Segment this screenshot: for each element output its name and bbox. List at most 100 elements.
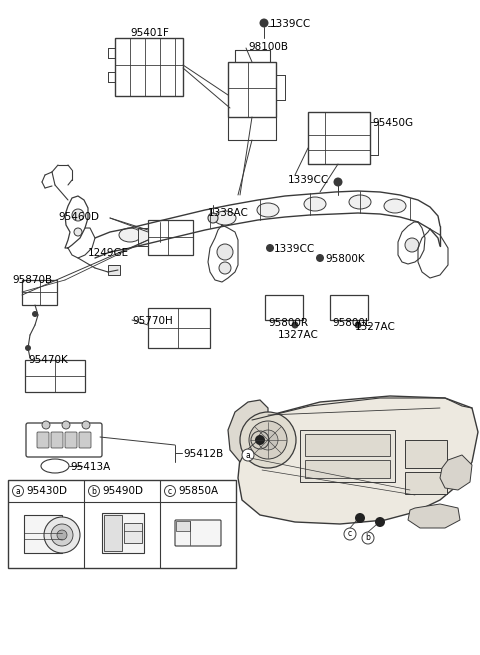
Bar: [305, 460, 390, 478]
Circle shape: [82, 421, 90, 429]
Ellipse shape: [384, 199, 406, 213]
Circle shape: [25, 345, 31, 351]
Circle shape: [72, 209, 84, 221]
Ellipse shape: [119, 228, 141, 242]
Circle shape: [62, 421, 70, 429]
Circle shape: [258, 430, 278, 450]
Ellipse shape: [41, 459, 69, 473]
Text: 95460D: 95460D: [58, 212, 99, 222]
Bar: [22, 280, 57, 305]
Text: 98100B: 98100B: [248, 42, 288, 52]
Text: 1249GE: 1249GE: [88, 248, 129, 258]
Text: 95401F: 95401F: [130, 28, 169, 38]
Bar: [148, 220, 193, 255]
FancyBboxPatch shape: [26, 423, 102, 457]
Circle shape: [12, 485, 24, 496]
Circle shape: [355, 513, 365, 523]
Bar: [228, 62, 276, 117]
Text: 95770H: 95770H: [132, 316, 173, 326]
Bar: [300, 430, 395, 482]
Bar: [405, 472, 447, 494]
Text: 95850A: 95850A: [178, 486, 218, 496]
Circle shape: [32, 311, 38, 317]
Polygon shape: [440, 455, 472, 490]
Circle shape: [42, 421, 50, 429]
Circle shape: [165, 485, 176, 496]
Text: 95430D: 95430D: [26, 486, 67, 496]
Text: 95490D: 95490D: [102, 486, 143, 496]
Polygon shape: [238, 396, 478, 524]
Circle shape: [74, 228, 82, 236]
Circle shape: [208, 213, 218, 223]
Ellipse shape: [214, 211, 236, 225]
FancyBboxPatch shape: [102, 513, 144, 553]
Polygon shape: [408, 504, 460, 528]
Circle shape: [51, 524, 73, 546]
Text: 95413A: 95413A: [70, 462, 110, 472]
Text: 95800K: 95800K: [325, 254, 365, 264]
Text: 1339CC: 1339CC: [270, 19, 311, 29]
Circle shape: [255, 435, 265, 445]
Text: 95470K: 95470K: [28, 355, 68, 365]
Text: a: a: [246, 451, 251, 460]
Bar: [138, 228, 148, 246]
Bar: [405, 440, 447, 468]
FancyBboxPatch shape: [37, 432, 49, 448]
Ellipse shape: [164, 221, 186, 235]
Ellipse shape: [304, 197, 326, 211]
Circle shape: [249, 421, 287, 459]
Circle shape: [219, 262, 231, 274]
Text: c: c: [348, 529, 352, 538]
Ellipse shape: [257, 203, 279, 217]
FancyBboxPatch shape: [65, 432, 77, 448]
Text: b: b: [92, 487, 96, 495]
Text: a: a: [16, 487, 20, 495]
Bar: [25, 360, 85, 392]
Text: 95450G: 95450G: [372, 118, 413, 128]
Circle shape: [334, 178, 343, 187]
Circle shape: [405, 238, 419, 252]
FancyBboxPatch shape: [51, 432, 63, 448]
Circle shape: [88, 485, 99, 496]
Polygon shape: [228, 400, 268, 462]
Circle shape: [242, 449, 254, 461]
Circle shape: [291, 322, 299, 329]
Circle shape: [362, 532, 374, 544]
Circle shape: [266, 244, 274, 252]
FancyBboxPatch shape: [24, 515, 62, 553]
Circle shape: [375, 517, 385, 527]
Circle shape: [316, 254, 324, 262]
Bar: [308, 112, 370, 164]
Circle shape: [260, 18, 268, 28]
FancyBboxPatch shape: [175, 520, 221, 546]
Circle shape: [57, 530, 67, 540]
FancyBboxPatch shape: [104, 515, 122, 551]
Text: 1338AC: 1338AC: [208, 208, 249, 218]
FancyBboxPatch shape: [79, 432, 91, 448]
Text: 95800L: 95800L: [332, 318, 371, 328]
Text: b: b: [366, 534, 371, 542]
Bar: [330, 295, 368, 320]
Bar: [108, 265, 120, 275]
Text: 1327AC: 1327AC: [278, 330, 319, 340]
Bar: [148, 308, 210, 348]
Circle shape: [344, 528, 356, 540]
Text: 95800R: 95800R: [268, 318, 308, 328]
Circle shape: [240, 412, 296, 468]
FancyBboxPatch shape: [176, 521, 190, 531]
Text: 1339CC: 1339CC: [274, 244, 315, 254]
Bar: [115, 38, 183, 96]
Text: 1339CC: 1339CC: [288, 175, 329, 185]
Bar: [265, 295, 303, 320]
Circle shape: [217, 244, 233, 260]
Bar: [8, 480, 236, 568]
Text: c: c: [168, 487, 172, 495]
Text: 95412B: 95412B: [183, 449, 223, 459]
Circle shape: [44, 517, 80, 553]
Bar: [305, 434, 390, 456]
FancyBboxPatch shape: [124, 523, 142, 543]
Text: 1327AC: 1327AC: [355, 322, 396, 332]
Ellipse shape: [349, 195, 371, 209]
Circle shape: [355, 322, 361, 329]
Text: 95870B: 95870B: [12, 275, 52, 285]
